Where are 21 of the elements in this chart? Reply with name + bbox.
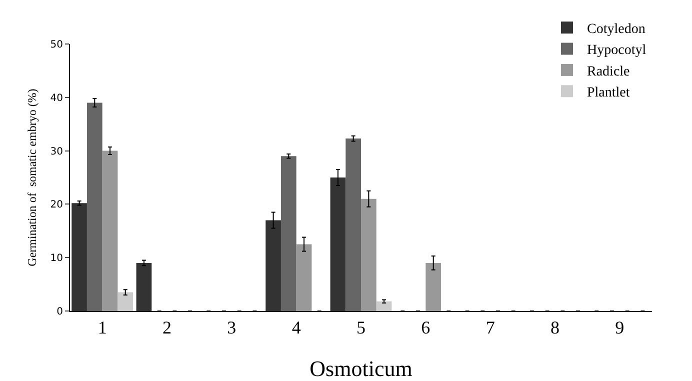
x-tick-label: 6 [421,318,430,338]
x-tick-label: 7 [486,318,495,338]
y-tick-label: 30 [50,146,63,158]
x-tick-label: 2 [162,318,172,338]
legend-label: Plantlet [587,86,630,101]
y-tick-label: 20 [50,200,63,211]
x-tick-label: 5 [356,318,366,338]
x-tick-label: 9 [615,318,624,338]
x-tick-label: 8 [550,318,560,338]
y-tick-label: 10 [50,253,63,264]
x-tick-label: 4 [292,318,301,338]
legend-label: Radicle [587,64,630,80]
y-tick-label: 0 [56,306,63,318]
x-axis-title: Osmoticum [310,356,412,381]
y-tick-label: 40 [50,92,63,104]
legend-label: Cotyledon [587,22,646,38]
x-tick-label: 3 [227,318,236,338]
y-tick-label: 50 [50,40,63,50]
x-tick-label: 1 [98,318,107,338]
y-axis-title: Germination of somatic embryo (%) [25,88,39,266]
legend-label: Hypocotyl [587,43,646,58]
